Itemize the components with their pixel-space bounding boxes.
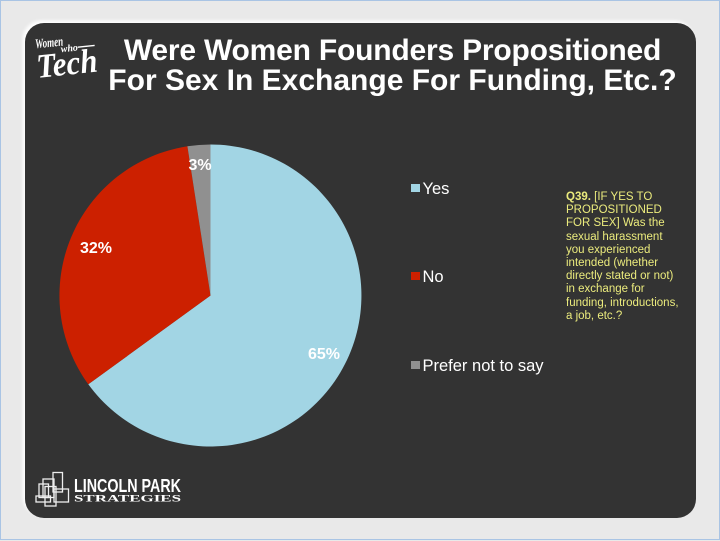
svg-text:32%: 32% [80, 240, 112, 257]
svg-text:3%: 3% [188, 157, 211, 174]
svg-text:STRATEGIES: STRATEGIES [74, 495, 181, 505]
svg-text:LINCOLN PARK: LINCOLN PARK [74, 475, 181, 496]
svg-text:Tech: Tech [35, 43, 100, 86]
svg-text:Women: Women [34, 35, 63, 51]
svg-text:65%: 65% [308, 346, 340, 363]
svg-text:who: who [60, 43, 78, 56]
